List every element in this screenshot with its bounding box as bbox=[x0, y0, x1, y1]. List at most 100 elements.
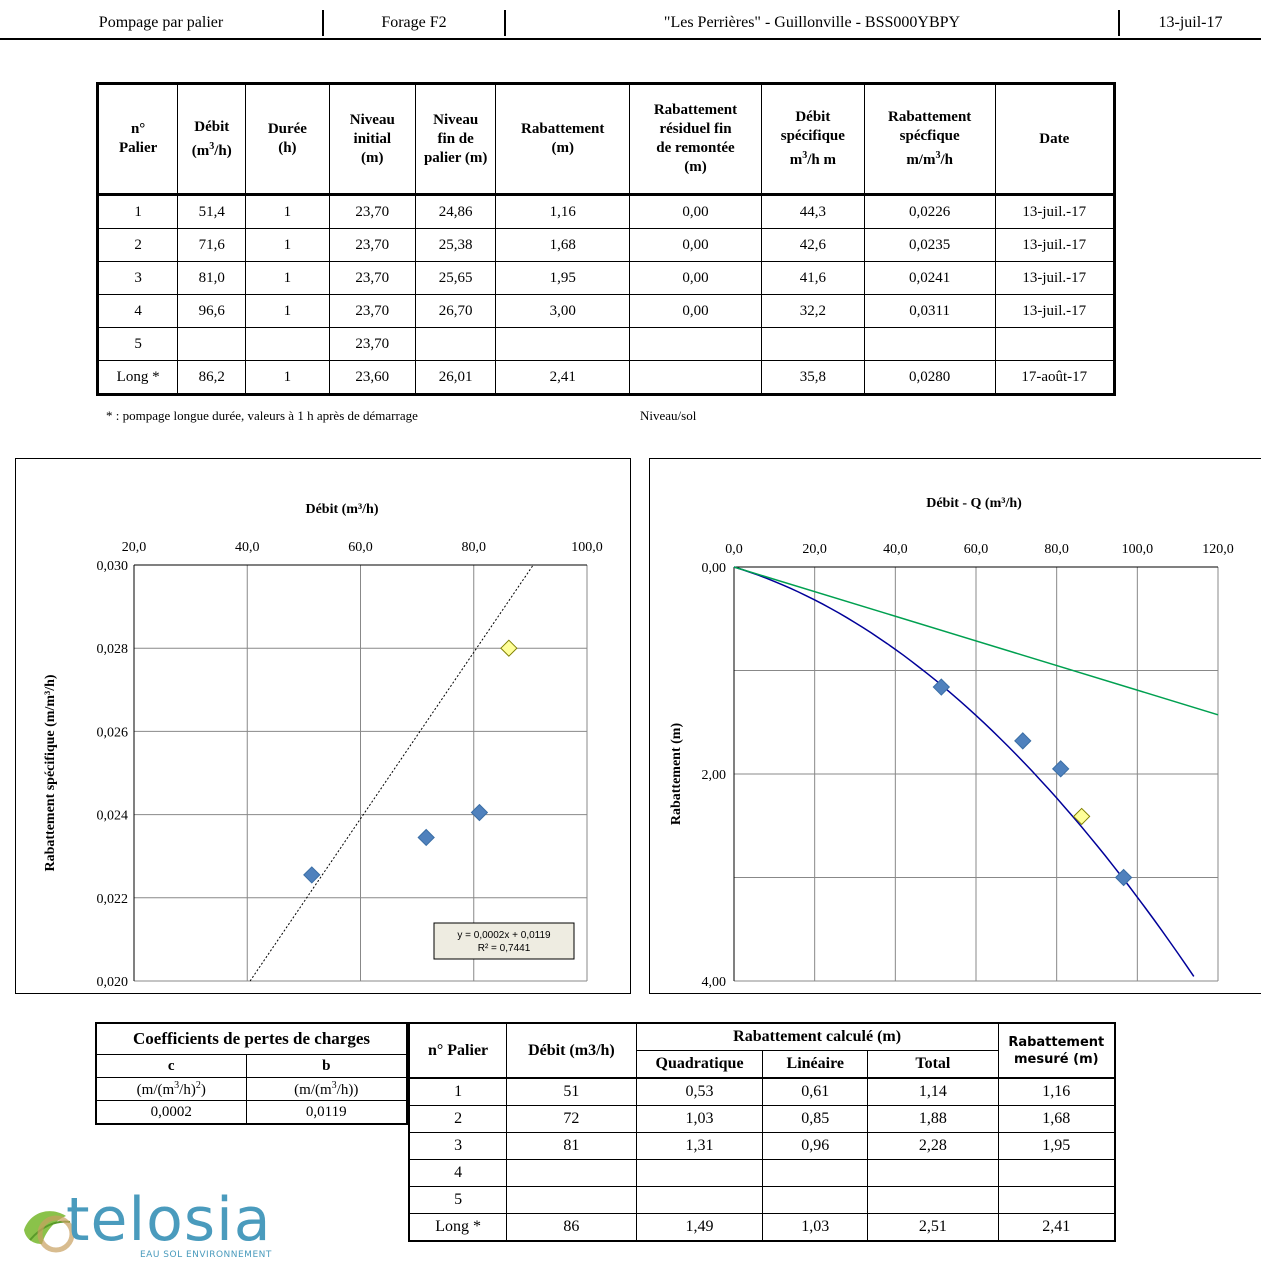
y-tick-label: 4,00 bbox=[702, 975, 727, 990]
data-point bbox=[932, 678, 951, 696]
table-cell: 1,68 bbox=[495, 228, 631, 262]
data-point bbox=[303, 866, 321, 884]
table-cell: 4 bbox=[408, 1159, 508, 1187]
table-cell: 1,03 bbox=[762, 1213, 869, 1242]
table-cell: 1 bbox=[245, 360, 330, 395]
table-cell bbox=[867, 1159, 999, 1187]
table-cell: 2,41 bbox=[997, 1213, 1116, 1242]
header-bar: Pompage par palier Forage F2 "Les Perriè… bbox=[0, 10, 1261, 40]
table-cell: 1,31 bbox=[635, 1132, 764, 1160]
data-point bbox=[1114, 868, 1133, 887]
header-rule bbox=[0, 38, 1261, 40]
table-cell: 5 bbox=[408, 1186, 508, 1214]
table-cell: 0,00 bbox=[629, 261, 762, 295]
chart-title: Débit - Q (m³/h) bbox=[926, 496, 1022, 511]
table-cell bbox=[506, 1159, 637, 1187]
table-cell: 32,2 bbox=[760, 294, 865, 328]
table-cell: 4 bbox=[96, 294, 179, 328]
col-palier: n° Palier bbox=[96, 83, 179, 196]
table-cell: 25,38 bbox=[415, 228, 497, 262]
table-cell: 1,14 bbox=[867, 1077, 999, 1106]
table-row: 3 81,0 1 23,70 25,65 1,95 0,00 41,6 0,0241 13-jui… bbox=[96, 261, 1116, 295]
table-cell bbox=[415, 327, 497, 361]
coef-unit-c: (m/(m3/h)2) bbox=[95, 1077, 247, 1101]
data-point bbox=[1072, 807, 1091, 826]
table-cell: 81,0 bbox=[177, 261, 247, 295]
table-cell: 41,6 bbox=[760, 261, 865, 295]
table-row: 4 96,6 1 23,70 26,70 3,00 0,00 32,2 0,0311 13-jui… bbox=[96, 294, 1116, 328]
table-cell: 23,60 bbox=[328, 360, 417, 395]
table-cell: 13-juil.-17 bbox=[994, 228, 1116, 262]
x-tick-label: 100,0 bbox=[1122, 542, 1154, 557]
x-tick-label: 120,0 bbox=[1202, 542, 1234, 557]
y-tick-label: 0,024 bbox=[97, 809, 129, 824]
table-cell: 23,70 bbox=[328, 261, 417, 295]
table-row: 5 bbox=[408, 1186, 1116, 1214]
table-cell bbox=[762, 1159, 869, 1187]
coef-col-c: c bbox=[95, 1054, 247, 1078]
table-cell: 23,70 bbox=[328, 194, 417, 229]
table-cell: 81 bbox=[506, 1132, 637, 1160]
table-cell bbox=[245, 327, 330, 361]
header-forage: Forage F2 bbox=[324, 10, 506, 36]
linear-curve bbox=[733, 566, 1219, 716]
niveau-note: Niveau/sol bbox=[640, 408, 697, 423]
table-cell: 1,68 bbox=[997, 1105, 1116, 1133]
table-row: 2 71,6 1 23,70 25,38 1,68 0,00 42,6 0,0235 13-jui… bbox=[96, 228, 1116, 262]
table-cell: 0,0226 bbox=[863, 194, 996, 229]
x-tick-label: 40,0 bbox=[235, 540, 260, 555]
table-cell bbox=[629, 360, 762, 395]
table-cell: 1,16 bbox=[495, 194, 631, 229]
x-tick-label: 60,0 bbox=[348, 540, 373, 555]
data-point bbox=[417, 828, 435, 847]
table-cell: 2 bbox=[96, 228, 179, 262]
col-residuel: Rabattement résiduel fin de remontée (m) bbox=[629, 83, 762, 196]
specific-drawdown-chart: 20,0 40,0 60,0 80,0 100,0 0,030 0,028 0,026 0,02… bbox=[15, 458, 631, 994]
col-niveau-initial: Niveau initial (m) bbox=[328, 83, 417, 196]
data-point bbox=[1051, 760, 1070, 778]
leaf-icon bbox=[24, 1211, 75, 1253]
table-cell bbox=[629, 327, 762, 361]
x-tick-label: 100,0 bbox=[571, 540, 603, 555]
table-cell: 2 bbox=[408, 1105, 508, 1133]
table-cell: 23,70 bbox=[328, 327, 417, 361]
table-cell: 0,00 bbox=[629, 228, 762, 262]
x-tick-label: 0,0 bbox=[725, 542, 743, 557]
table-cell bbox=[635, 1186, 764, 1214]
equation-text: y = 0,0002x + 0,0119 bbox=[457, 930, 551, 941]
table-cell: 0,00 bbox=[629, 194, 762, 229]
table-cell: 86 bbox=[506, 1213, 637, 1242]
table-row: 5 23,70 bbox=[96, 327, 1116, 361]
header-site: "Les Perrières" - Guillonville - BSS000Y… bbox=[506, 10, 1120, 36]
table-cell: 5 bbox=[96, 327, 179, 361]
table-cell: 1 bbox=[408, 1077, 508, 1106]
table-cell: Long * bbox=[408, 1213, 508, 1242]
table-cell bbox=[506, 1186, 637, 1214]
table-cell bbox=[997, 1159, 1116, 1187]
table-cell: 0,61 bbox=[762, 1077, 869, 1106]
trendline bbox=[249, 564, 534, 982]
x-tick-label: 20,0 bbox=[122, 540, 147, 555]
calc-col-calcule: Rabattement calculé (m) bbox=[635, 1022, 999, 1051]
drawdown-curve-svg: 0,0 20,0 40,0 60,0 80,0 100,0 120,0 0,00 2,00 4,0… bbox=[669, 496, 1234, 990]
table-cell: 1,03 bbox=[635, 1105, 764, 1133]
table-cell: 1,49 bbox=[635, 1213, 764, 1242]
table-cell: 44,3 bbox=[760, 194, 865, 229]
table-cell: 23,70 bbox=[328, 294, 417, 328]
data-point bbox=[470, 803, 489, 822]
table-cell bbox=[994, 327, 1116, 361]
telosia-logo: telosia EAU SOL ENVIRONNEMENT bbox=[16, 1190, 278, 1266]
calc-col-debit: Débit (m3/h) bbox=[506, 1022, 637, 1079]
table-cell: 0,0311 bbox=[863, 294, 996, 328]
table-row: Long * 86,2 1 23,60 26,01 2,41 35,8 0,0280 17-ao… bbox=[96, 360, 1116, 395]
table-cell: 0,53 bbox=[635, 1077, 764, 1106]
table-cell: 0,0241 bbox=[863, 261, 996, 295]
coef-value-b: 0,0119 bbox=[245, 1100, 408, 1125]
table-cell: 13-juil.-17 bbox=[994, 194, 1116, 229]
coef-col-b: b bbox=[245, 1054, 408, 1078]
table-cell: 2,41 bbox=[495, 360, 631, 395]
x-tick-label: 60,0 bbox=[964, 542, 989, 557]
header-date: 13-juil-17 bbox=[1158, 14, 1223, 31]
col-duree: Durée (h) bbox=[245, 83, 330, 196]
logo-wordmark: telosia bbox=[66, 1185, 272, 1255]
